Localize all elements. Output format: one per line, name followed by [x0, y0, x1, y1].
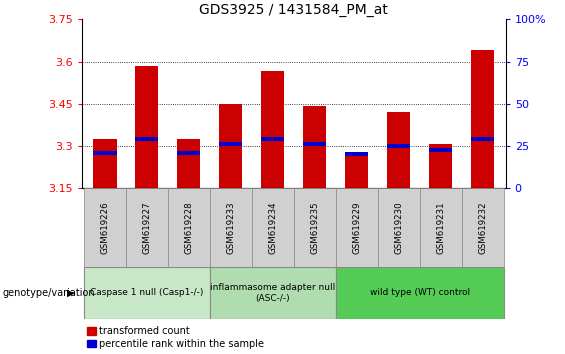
Bar — [336, 267, 503, 319]
Bar — [303, 106, 327, 188]
Bar — [252, 188, 294, 267]
Bar — [420, 188, 462, 267]
Bar — [168, 188, 210, 267]
Text: GSM619231: GSM619231 — [436, 201, 445, 254]
Bar — [126, 188, 168, 267]
Text: GSM619227: GSM619227 — [142, 201, 151, 254]
Bar — [345, 152, 368, 156]
Text: Caspase 1 null (Casp1-/-): Caspase 1 null (Casp1-/-) — [90, 289, 203, 297]
Bar — [471, 50, 494, 188]
Bar — [261, 137, 284, 141]
Bar — [136, 66, 159, 188]
Text: GSM619228: GSM619228 — [184, 201, 193, 254]
Text: genotype/variation: genotype/variation — [3, 288, 95, 298]
Bar — [387, 144, 410, 148]
Text: ▶: ▶ — [67, 288, 74, 298]
Bar — [219, 103, 242, 188]
Legend: transformed count, percentile rank within the sample: transformed count, percentile rank withi… — [87, 326, 264, 349]
Bar — [336, 188, 378, 267]
Bar — [177, 151, 201, 155]
Bar — [136, 137, 159, 141]
Bar — [177, 138, 201, 188]
Bar — [345, 153, 368, 188]
Bar — [303, 142, 327, 146]
Bar — [471, 137, 494, 141]
Bar — [261, 71, 284, 188]
Text: wild type (WT) control: wild type (WT) control — [370, 289, 470, 297]
Bar — [462, 188, 503, 267]
Bar — [210, 188, 252, 267]
Title: GDS3925 / 1431584_PM_at: GDS3925 / 1431584_PM_at — [199, 3, 388, 17]
Bar — [387, 112, 410, 188]
Bar — [429, 148, 452, 152]
Text: GSM619235: GSM619235 — [310, 201, 319, 254]
Bar — [378, 188, 420, 267]
Text: GSM619233: GSM619233 — [227, 201, 236, 254]
Text: GSM619232: GSM619232 — [478, 201, 487, 254]
Text: GSM619230: GSM619230 — [394, 201, 403, 254]
Text: GSM619234: GSM619234 — [268, 201, 277, 254]
Text: inflammasome adapter null
(ASC-/-): inflammasome adapter null (ASC-/-) — [210, 283, 336, 303]
Bar — [84, 267, 210, 319]
Bar — [93, 138, 116, 188]
Bar — [429, 144, 452, 188]
Bar — [93, 151, 116, 155]
Bar — [294, 188, 336, 267]
Text: GSM619229: GSM619229 — [352, 201, 361, 254]
Bar — [84, 188, 126, 267]
Bar — [210, 267, 336, 319]
Text: GSM619226: GSM619226 — [101, 201, 110, 254]
Bar — [219, 142, 242, 146]
